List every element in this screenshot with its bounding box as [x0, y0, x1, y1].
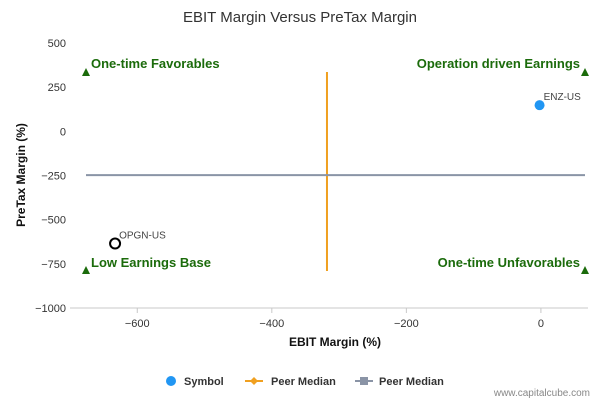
quadrant-label-top-left: One-time Favorables: [91, 56, 220, 71]
legend-symbol-circle-icon: [166, 376, 176, 386]
y-tick-label: 500: [48, 38, 66, 50]
legend-label-peer-median-x: Peer Median: [271, 376, 336, 388]
data-points: ENZ-US OPGN-US: [109, 92, 582, 250]
x-tick-label: −200: [394, 318, 419, 330]
data-point: [109, 237, 122, 250]
y-tick-label: 250: [48, 82, 66, 94]
quadrant-markers: [82, 68, 589, 274]
legend-item-peer-median-y[interactable]: Peer Median: [355, 376, 444, 388]
data-point: [534, 100, 545, 111]
y-axis-title: PreTax Margin (%): [14, 123, 28, 227]
data-point-label: OPGN-US: [119, 231, 166, 242]
quadrant-triangle-marker: [82, 68, 90, 76]
credit-text[interactable]: www.capitalcube.com: [493, 388, 590, 399]
y-tick-label: −750: [41, 259, 66, 271]
x-tick-label: −600: [125, 318, 150, 330]
legend-item-symbol[interactable]: Symbol: [166, 376, 224, 388]
quadrant-triangle-marker: [581, 266, 589, 274]
legend-diamond-icon: [250, 377, 258, 385]
peer-median-lines: [86, 72, 585, 271]
x-tick-label: −400: [259, 318, 284, 330]
y-tick-label: −500: [41, 215, 66, 227]
y-tick-label: −1000: [35, 303, 66, 315]
x-ticks: −600 −400 −200 0: [125, 308, 544, 330]
chart-title: EBIT Margin Versus PreTax Margin: [183, 9, 417, 26]
legend-label-symbol: Symbol: [184, 376, 224, 388]
data-point-label: ENZ-US: [544, 92, 582, 103]
x-tick-label: 0: [538, 318, 544, 330]
x-axis-title: EBIT Margin (%): [289, 335, 381, 349]
y-tick-label: −250: [41, 171, 66, 183]
y-ticks: 500 250 0 −250 −500 −750 −1000: [35, 38, 66, 315]
legend-square-icon: [360, 377, 368, 385]
plot-area: −600 −400 −200 0 500 250 0 −250 −500 −750 −1000 E…: [35, 38, 589, 330]
legend-item-peer-median-x[interactable]: Peer Median: [245, 376, 336, 388]
quadrant-label-bottom-left: Low Earnings Base: [91, 255, 211, 270]
quadrant-triangle-marker: [581, 68, 589, 76]
legend: Symbol Peer Median Peer Median: [166, 376, 444, 388]
y-tick-label: 0: [60, 126, 66, 138]
quadrant-triangle-marker: [82, 266, 90, 274]
legend-label-peer-median-y: Peer Median: [379, 376, 444, 388]
quadrant-label-top-right: Operation driven Earnings: [417, 56, 580, 71]
quadrant-label-bottom-right: One-time Unfavorables: [438, 255, 580, 270]
